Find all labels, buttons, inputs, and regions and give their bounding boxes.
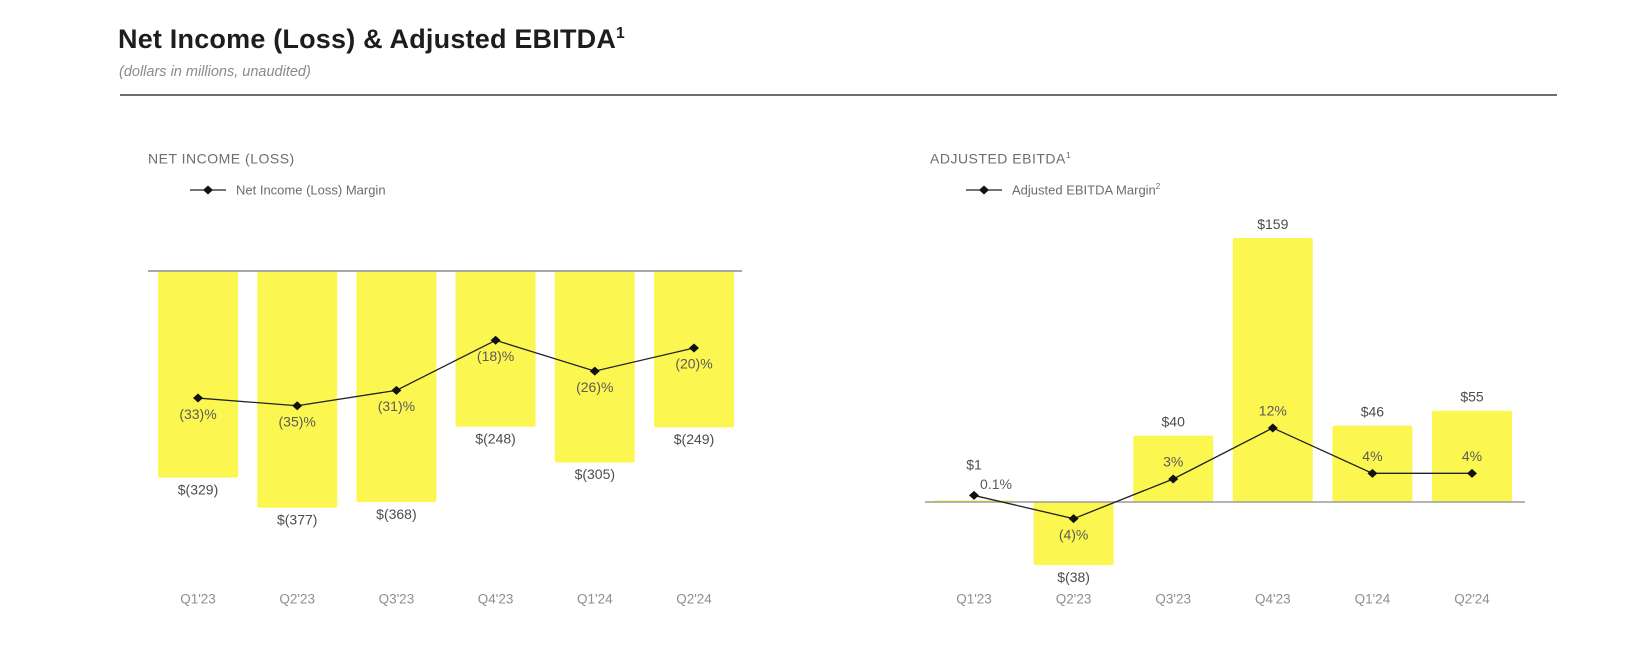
bar-value-label-Q4'23: $159 bbox=[1257, 216, 1288, 232]
line-diamond-icon bbox=[190, 185, 226, 195]
margin-point-Q2'23 bbox=[1068, 514, 1079, 524]
bar-value-label-Q1'23: $(329) bbox=[178, 481, 218, 497]
margin-point-Q1'23 bbox=[969, 490, 979, 500]
x-tick-label-Q3'23: Q3'23 bbox=[1155, 592, 1191, 607]
x-tick-label-Q2'23: Q2'23 bbox=[279, 592, 315, 607]
chart-title-net-income-loss: NET INCOME (LOSS) bbox=[148, 150, 295, 167]
legend-label-text: Adjusted EBITDA Margin bbox=[1012, 182, 1156, 198]
bar-value-label-Q1'24: $(305) bbox=[575, 466, 615, 482]
x-tick-label-Q2'23: Q2'23 bbox=[1056, 592, 1092, 607]
margin-label-Q4'23: (18)% bbox=[477, 348, 514, 364]
margin-point-Q4'23 bbox=[1267, 423, 1278, 433]
x-tick-label-Q4'23: Q4'23 bbox=[1255, 592, 1291, 607]
margin-label-Q2'24: (20)% bbox=[675, 356, 712, 372]
line-diamond-icon bbox=[966, 185, 1002, 195]
bar-Q2'24 bbox=[1432, 410, 1512, 502]
margin-label-Q2'24: 4% bbox=[1462, 448, 1482, 464]
page-title: Net Income (Loss) & Adjusted EBITDA1 bbox=[118, 24, 625, 55]
margin-label-Q4'23: 12% bbox=[1259, 403, 1287, 419]
legend-label: Adjusted EBITDA Margin2 bbox=[1012, 182, 1160, 197]
bar-Q2'23 bbox=[257, 271, 338, 508]
margin-point-Q2'23 bbox=[292, 401, 303, 411]
x-tick-label-Q1'24: Q1'24 bbox=[577, 592, 613, 607]
legend-adjusted-ebitda-margin: Adjusted EBITDA Margin2 bbox=[965, 182, 1160, 197]
chart-title-adjusted-ebitda: ADJUSTED EBITDA1 bbox=[930, 150, 1071, 167]
margin-label-Q1'24: 4% bbox=[1362, 448, 1382, 464]
bar-value-label-Q2'23: $(38) bbox=[1057, 569, 1090, 585]
x-tick-label-Q4'23: Q4'23 bbox=[478, 592, 514, 607]
bar-value-label-Q2'24: $55 bbox=[1460, 388, 1484, 404]
bar-Q4'23 bbox=[1232, 238, 1313, 502]
bar-Q3'23 bbox=[1133, 435, 1214, 502]
bar-value-label-Q1'23: $1 bbox=[966, 457, 982, 473]
margin-label-Q3'23: 3% bbox=[1163, 454, 1183, 470]
x-tick-label-Q1'24: Q1'24 bbox=[1355, 592, 1391, 607]
margin-point-Q4'23 bbox=[490, 335, 501, 345]
margin-point-Q1'24 bbox=[1367, 468, 1378, 478]
bar-Q1'24 bbox=[1332, 425, 1413, 502]
plot-adjusted-ebitda: $1 $(38) $40 $159 $46 $55 0.1% (4)% 3% 12% 4% 4% Q1'… bbox=[925, 216, 1525, 607]
x-tick-label-Q1'23: Q1'23 bbox=[956, 592, 992, 607]
margin-label-Q2'23: (35)% bbox=[279, 413, 316, 429]
bar-value-label-Q4'23: $(248) bbox=[475, 430, 515, 446]
margin-point-Q3'23 bbox=[1168, 474, 1179, 484]
margin-point-Q1'23 bbox=[193, 393, 203, 403]
bar-Q4'23 bbox=[455, 271, 536, 427]
margin-line bbox=[197, 339, 695, 407]
margin-point-Q3'23 bbox=[391, 385, 402, 395]
legend-label-text: Net Income (Loss) Margin bbox=[236, 182, 386, 198]
legend-label: Net Income (Loss) Margin bbox=[236, 182, 386, 197]
bar-value-label-Q2'24: $(249) bbox=[674, 431, 714, 447]
bar-value-label-Q2'23: $(377) bbox=[277, 511, 317, 527]
chart-net-income-loss: NET INCOME (LOSS) Net Income (Loss) Marg… bbox=[120, 130, 780, 640]
margin-label-Q1'23: 0.1% bbox=[980, 476, 1012, 492]
margin-line bbox=[973, 427, 1472, 520]
chart-title-footnote-marker: 1 bbox=[1065, 150, 1072, 160]
chart-title-text: NET INCOME (LOSS) bbox=[148, 150, 295, 167]
header-divider bbox=[120, 94, 1557, 96]
bar-value-label-Q3'23: $40 bbox=[1162, 413, 1186, 429]
x-tick-label-Q1'23: Q1'23 bbox=[180, 592, 216, 607]
margin-label-Q3'23: (31)% bbox=[378, 398, 415, 414]
margin-label-Q1'24: (26)% bbox=[576, 379, 613, 395]
bar-value-label-Q1'24: $46 bbox=[1361, 403, 1385, 419]
x-tick-label-Q2'24: Q2'24 bbox=[1454, 592, 1490, 607]
legend-net-income-loss-margin: Net Income (Loss) Margin bbox=[189, 182, 386, 197]
x-tick-label-Q3'23: Q3'23 bbox=[379, 592, 415, 607]
chart-adjusted-ebitda: ADJUSTED EBITDA1 Adjusted EBITDA Margin2… bbox=[880, 130, 1580, 640]
margin-point-Q2'24 bbox=[689, 343, 699, 353]
bar-Q2'23 bbox=[1033, 502, 1114, 566]
margin-label-Q1'23: (33)% bbox=[179, 406, 216, 422]
bar-value-label-Q3'23: $(368) bbox=[376, 506, 416, 522]
page-title-footnote-marker: 1 bbox=[616, 25, 625, 42]
chart-title-text: ADJUSTED EBITDA bbox=[930, 150, 1066, 167]
margin-point-Q1'24 bbox=[589, 366, 600, 376]
header: Net Income (Loss) & Adjusted EBITDA1 (do… bbox=[118, 24, 625, 80]
plot-net-income-loss: $(329) $(377) $(368) $(248) $(305) $(249) (33)… bbox=[148, 270, 742, 607]
bar-Q1'23 bbox=[158, 271, 238, 478]
page-subtitle: (dollars in millions, unaudited) bbox=[119, 64, 311, 80]
margin-point-Q2'24 bbox=[1467, 468, 1477, 478]
margin-label-Q2'23: (4)% bbox=[1059, 526, 1089, 542]
legend-footnote-marker: 2 bbox=[1155, 182, 1161, 191]
x-tick-label-Q2'24: Q2'24 bbox=[676, 592, 712, 607]
page-title-text: Net Income (Loss) & Adjusted EBITDA bbox=[118, 24, 617, 54]
